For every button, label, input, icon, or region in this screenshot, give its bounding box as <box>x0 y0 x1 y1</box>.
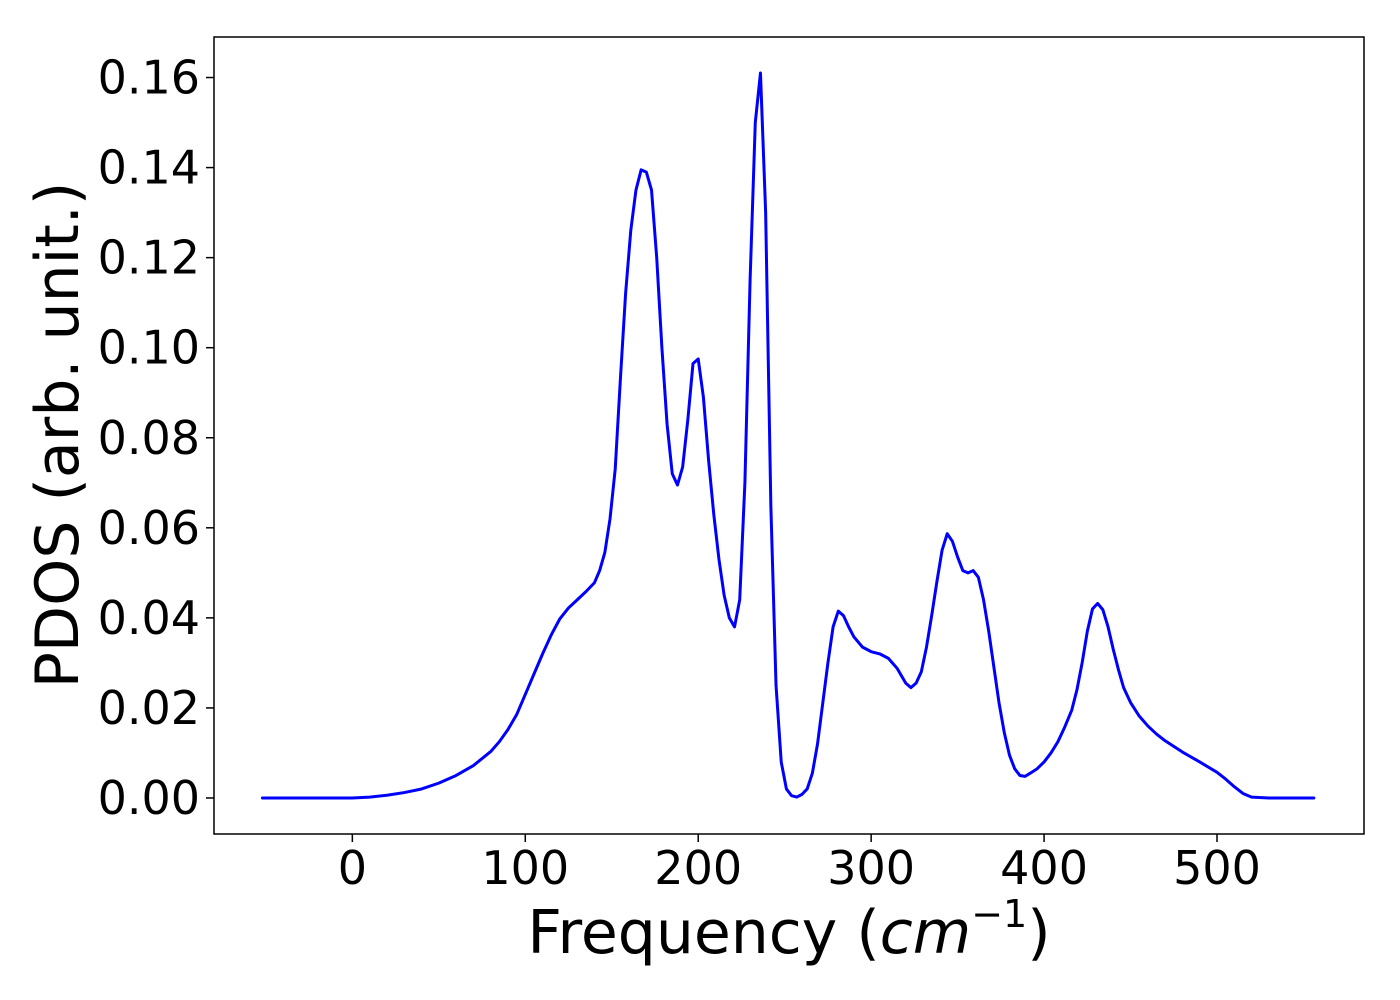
series-line-pdos <box>260 71 1316 800</box>
y-tick-label: 0.12 <box>98 231 200 285</box>
x-tick-label: 500 <box>1173 841 1261 895</box>
plot-area-frame <box>213 36 1365 835</box>
y-tick-label: 0.16 <box>98 51 200 105</box>
x-tick-label: 0 <box>338 841 367 895</box>
x-tick-label: 300 <box>827 841 915 895</box>
x-axis-label-suffix: ) <box>1027 898 1050 968</box>
x-axis-label-sup: −1 <box>971 892 1027 936</box>
y-tick-label: 0.10 <box>98 321 200 375</box>
x-axis-ticks: 0 100 200 300 400 500 <box>338 834 1261 895</box>
x-tick-label: 100 <box>481 841 569 895</box>
y-tick-label: 0.02 <box>98 681 200 735</box>
y-tick-label: 0.14 <box>98 141 200 195</box>
x-tick-label: 400 <box>1000 841 1088 895</box>
y-tick-label: 0.04 <box>98 591 200 645</box>
y-tick-label: 0.08 <box>98 411 200 465</box>
x-axis-label: Frequency (cm−1) <box>527 892 1050 968</box>
x-axis-label-var: cm <box>880 898 971 968</box>
y-tick-label: 0.00 <box>98 771 200 825</box>
y-axis-ticks: 0.00 0.02 0.04 0.06 0.08 0.10 0.12 0.14 0.16 <box>98 51 214 825</box>
x-axis-label-prefix: Frequency ( <box>527 898 879 968</box>
x-tick-label: 200 <box>654 841 742 895</box>
y-axis-label: PDOS (arb. unit.) <box>23 182 93 689</box>
y-tick-label: 0.06 <box>98 501 200 555</box>
